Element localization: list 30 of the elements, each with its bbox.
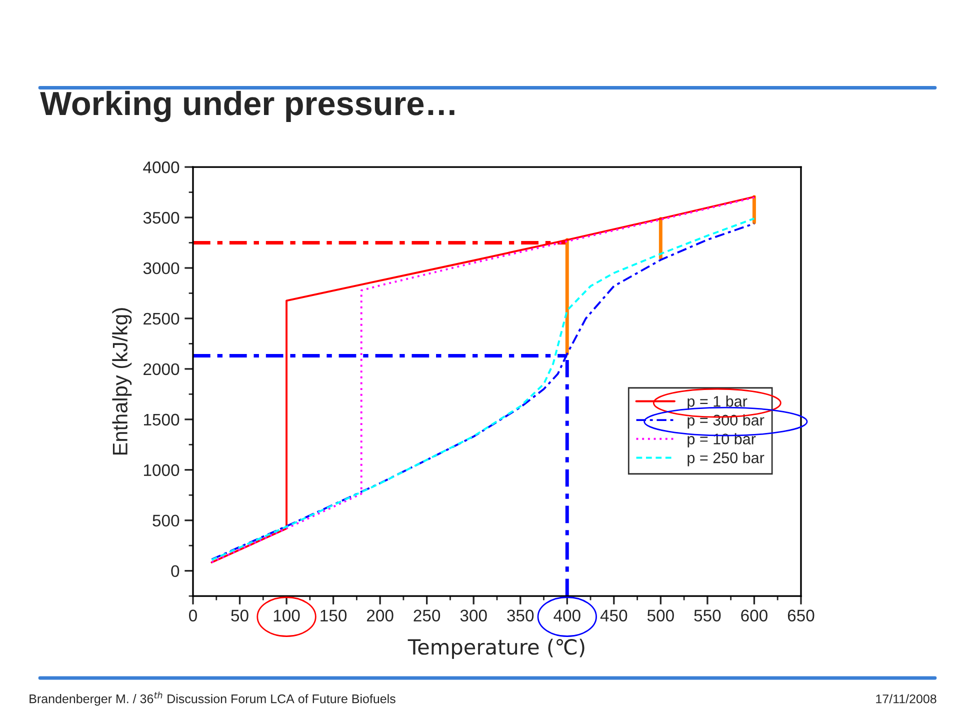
chart-title: Working under pressure…: [40, 90, 454, 122]
y-tick-label: 2000: [144, 363, 180, 376]
x-tick-label: 300: [460, 610, 487, 622]
x-tick-label: 550: [694, 610, 721, 622]
x-tick-label: 600: [741, 610, 768, 622]
y-tick-label: 1500: [144, 414, 180, 426]
y-tick-label: 3500: [143, 212, 180, 224]
x-tick-label: 200: [367, 610, 394, 622]
y-tick-label: 2500: [144, 312, 180, 325]
legend-label: p = 250 bar: [688, 452, 764, 466]
y-tick-label: 500: [152, 514, 180, 527]
y-tick-label: 0: [171, 565, 180, 578]
text: Brandenberger M. / 36$^{th}$ Discussion Forum LCA of Future Biofuels: [30, 692, 396, 706]
x-tick-label: 50: [231, 610, 248, 622]
x-tick-label: 100: [274, 610, 300, 622]
text: 17/11/2008: [876, 694, 936, 704]
y-tick-label: 3000: [143, 262, 180, 274]
x-tick-label: 350: [507, 610, 534, 622]
x-tick-label: 400: [554, 610, 580, 622]
x-tick-label: 500: [647, 610, 674, 622]
x-tick-label: 650: [788, 610, 814, 622]
x-tick-label: 450: [600, 610, 628, 622]
y-tick-label: 4000: [143, 161, 180, 174]
y-tick-label: 1000: [144, 464, 180, 476]
x-tick-label: 0: [189, 610, 197, 622]
x-axis-title: Temperature (℃): [408, 638, 584, 659]
legend-label: p = 1 bar: [688, 396, 748, 410]
y-axis-title: Enthalpy (kJ/kg): [112, 308, 132, 455]
x-tick-label: 250: [414, 610, 440, 622]
x-tick-label: 150: [320, 610, 347, 622]
